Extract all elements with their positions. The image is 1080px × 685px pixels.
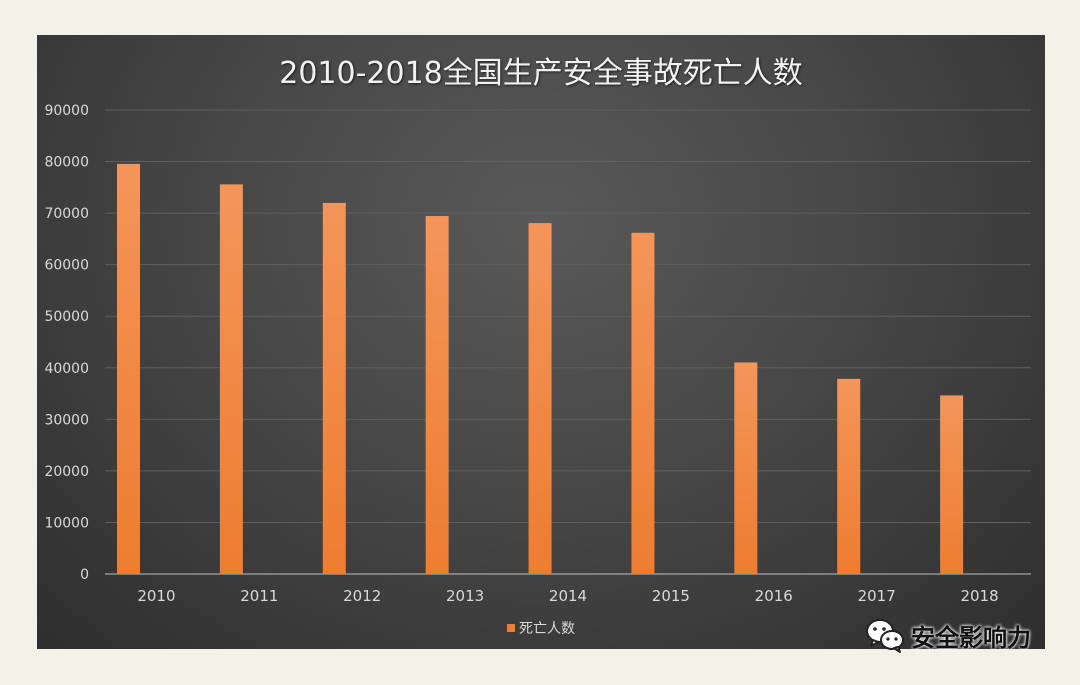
x-tick-label: 2012 [343, 587, 381, 605]
bar-2018 [940, 395, 964, 574]
y-tick-label: 20000 [44, 464, 89, 480]
bar-2011 [219, 184, 243, 575]
bar-2010 [117, 163, 140, 575]
x-tick-label: 2010 [137, 587, 175, 605]
x-tick-label: 2011 [240, 587, 278, 605]
y-tick-label: 60000 [44, 258, 89, 274]
chart-panel: 2010-2018全国生产安全事故死亡人数 0 10000 20000 30000 40… [37, 35, 1045, 649]
watermark: 安全影响力 [865, 617, 1031, 653]
y-tick-label: 30000 [44, 412, 89, 428]
x-tick-label: 2017 [858, 587, 896, 605]
legend-label: 死亡人数 [519, 621, 575, 637]
x-tick-label: 2015 [652, 587, 690, 605]
y-tick-label: 80000 [44, 155, 89, 171]
wechat-icon [866, 619, 904, 653]
chart-title: 2010-2018全国生产安全事故死亡人数 [279, 56, 803, 91]
bar-2016 [734, 362, 758, 574]
x-tick-label: 2013 [446, 587, 484, 605]
x-tick-label: 2018 [960, 587, 998, 605]
legend: 死亡人数 [37, 618, 1045, 638]
legend-swatch [507, 624, 515, 632]
bar-2012 [322, 202, 346, 575]
y-tick-label: 50000 [44, 309, 89, 325]
bar-2015 [631, 232, 655, 574]
y-tick-label: 40000 [44, 361, 89, 377]
chart-plot: 0 10000 20000 30000 40000 50000 60000 70000 8000… [44, 103, 1031, 605]
watermark-text: 安全影响力 [911, 623, 1031, 652]
y-tick-label: 0 [80, 567, 89, 583]
y-tick-label: 70000 [44, 206, 89, 222]
bar-2014 [528, 223, 552, 574]
x-tick-label: 2014 [549, 587, 587, 605]
x-tick-label: 2016 [755, 587, 793, 605]
bar-2017 [837, 378, 861, 574]
bar-2013 [425, 216, 449, 574]
y-tick-label: 90000 [44, 103, 89, 119]
y-tick-label: 10000 [44, 515, 89, 531]
